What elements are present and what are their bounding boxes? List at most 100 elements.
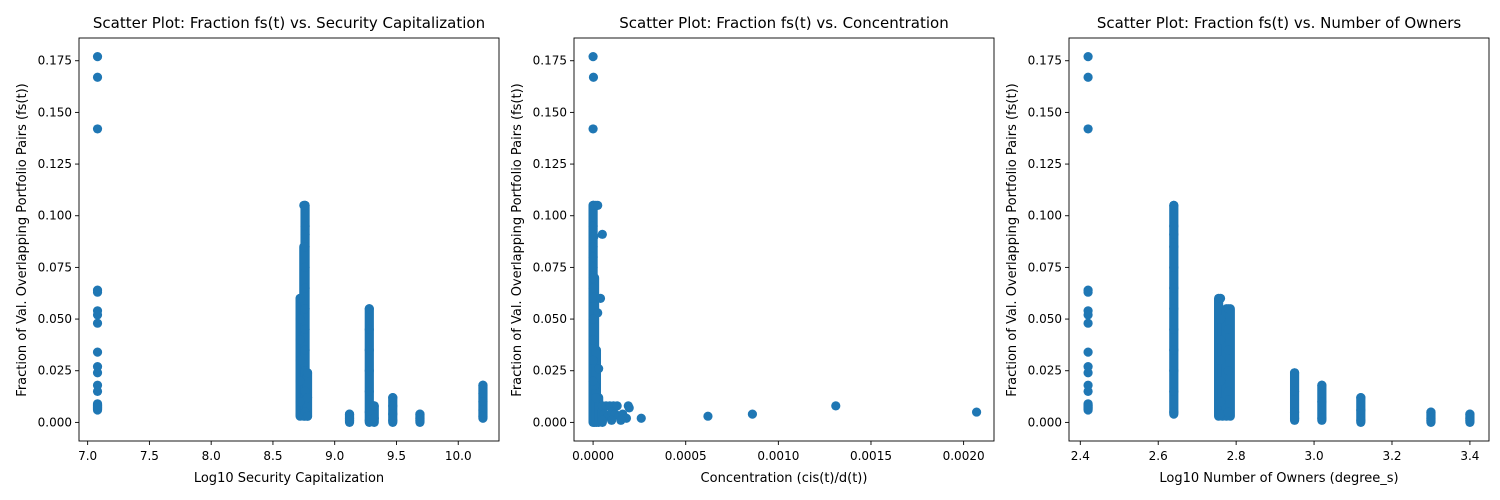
y-tick-label: 0.050: [533, 312, 567, 326]
data-point: [364, 386, 374, 396]
data-point-cluster: [364, 304, 374, 427]
data-point: [1215, 397, 1226, 407]
data-point: [1317, 397, 1327, 407]
data-point: [1083, 52, 1093, 62]
data-point: [364, 324, 374, 334]
x-tick-label: 0.0000: [572, 449, 614, 463]
data-point: [300, 324, 310, 334]
data-point: [302, 393, 313, 403]
data-point: [369, 401, 379, 411]
data-point: [588, 221, 598, 231]
x-tick-label: 2.6: [1149, 449, 1168, 463]
data-point: [597, 229, 607, 239]
x-axis-label: Log10 Number of Owners (degree_s): [1159, 471, 1398, 486]
x-tick-label: 7.5: [140, 449, 159, 463]
data-point: [594, 364, 604, 374]
y-tick-label: 0.175: [533, 54, 567, 68]
data-point: [295, 376, 305, 386]
y-tick-label: 0.125: [533, 157, 567, 171]
x-tick-label: 9.0: [325, 449, 344, 463]
data-point: [92, 287, 103, 297]
data-point: [1223, 366, 1233, 376]
data-point: [1083, 368, 1093, 378]
data-point: [607, 415, 617, 425]
data-point: [588, 273, 598, 283]
x-tick-label: 3.2: [1382, 449, 1401, 463]
data-point: [588, 72, 599, 82]
y-tick-label: 0.000: [1028, 415, 1062, 429]
data-point: [636, 413, 646, 423]
data-point: [300, 221, 310, 231]
y-tick-label: 0.075: [533, 260, 567, 274]
data-point: [1215, 293, 1226, 303]
data-point: [388, 401, 398, 411]
data-point: [388, 393, 398, 403]
data-point: [612, 401, 622, 411]
data-point: [92, 368, 103, 378]
data-point: [478, 411, 488, 421]
data-point: [616, 415, 626, 425]
data-point: [302, 411, 313, 421]
data-point: [1215, 314, 1226, 324]
chart-title: Scatter Plot: Fraction fs(t) vs. Number …: [1097, 14, 1462, 32]
scatter-series: [1083, 52, 1475, 427]
data-point: [588, 293, 598, 303]
data-point: [1215, 355, 1226, 365]
data-point: [1317, 380, 1327, 390]
data-point: [1223, 324, 1233, 334]
data-point: [300, 229, 310, 239]
data-point: [300, 283, 310, 293]
data-point: [588, 355, 598, 365]
data-point: [1083, 287, 1093, 297]
data-point: [295, 335, 305, 345]
data-point: [588, 242, 598, 252]
data-point: [593, 200, 603, 210]
data-point: [1223, 386, 1233, 396]
data-point: [1169, 262, 1179, 272]
data-point: [364, 407, 374, 417]
y-tick-label: 0.075: [38, 260, 72, 274]
data-point: [364, 345, 374, 355]
data-point: [588, 335, 598, 345]
data-point: [1426, 415, 1436, 425]
y-tick-label: 0.000: [533, 415, 567, 429]
data-point: [588, 52, 598, 62]
data-point: [591, 393, 601, 403]
data-point: [295, 314, 305, 324]
data-point: [1289, 368, 1300, 378]
data-point: [369, 413, 379, 423]
data-point: [92, 386, 103, 396]
x-tick-label: 9.5: [387, 449, 406, 463]
chart-title: Scatter Plot: Fraction fs(t) vs. Concent…: [619, 14, 948, 32]
y-tick-label: 0.175: [38, 54, 72, 68]
data-point: [1083, 318, 1093, 328]
data-point: [1223, 304, 1233, 314]
x-tick-label: 10.0: [445, 449, 472, 463]
x-axis-label: Concentration (cis(t)/d(t)): [701, 471, 868, 486]
chart-title: Scatter Plot: Fraction fs(t) vs. Securit…: [93, 14, 485, 32]
y-tick-label: 0.150: [1028, 105, 1062, 119]
scatter-series: [588, 52, 982, 427]
y-tick-label: 0.150: [38, 105, 72, 119]
y-tick-label: 0.050: [1028, 312, 1062, 326]
y-tick-label: 0.025: [1028, 364, 1062, 378]
data-point: [588, 376, 598, 386]
data-point: [300, 200, 310, 210]
subplot-security-capitalization: Scatter Plot: Fraction fs(t) vs. Securit…: [15, 14, 500, 486]
data-point: [589, 231, 599, 241]
y-axis-label: Fraction of Val. Overlapping Portfolio P…: [15, 83, 30, 396]
data-point: [364, 366, 374, 376]
x-tick-label: 7.0: [78, 449, 97, 463]
data-point: [831, 401, 841, 411]
data-point: [364, 304, 374, 314]
data-point: [1223, 407, 1233, 417]
data-point: [388, 415, 398, 425]
scatter-series: [92, 52, 488, 427]
data-point: [1465, 415, 1475, 425]
x-tick-label: 8.0: [202, 449, 221, 463]
data-point: [295, 397, 305, 407]
subplot-concentration: Scatter Plot: Fraction fs(t) vs. Concent…: [510, 14, 995, 486]
data-point: [1169, 324, 1179, 334]
data-point: [295, 293, 305, 303]
